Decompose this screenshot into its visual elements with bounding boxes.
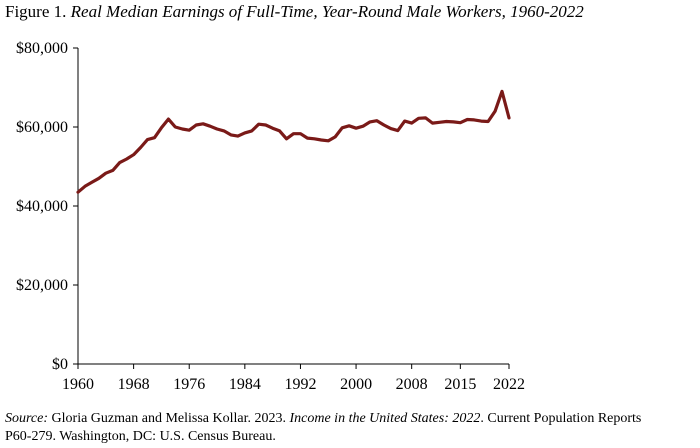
- y-tick-label: $80,000: [16, 40, 68, 57]
- x-tick-label: 1992: [284, 376, 316, 393]
- data-series: [76, 89, 511, 194]
- x-tick-label: 2008: [396, 376, 428, 393]
- x-tick-label: 1984: [229, 376, 261, 393]
- x-axis-ticks: 1960 1968 1976 1984 1992 2000 2008 2015 2022: [62, 364, 525, 393]
- earnings-series-line: [76, 89, 511, 194]
- x-tick-label: 2000: [340, 376, 372, 393]
- figure-title: Figure 1. Real Median Earnings of Full-T…: [5, 2, 584, 22]
- source-authors: Gloria Guzman and Melissa Kollar. 2023.: [51, 411, 286, 426]
- x-tick-label: 2015: [444, 376, 476, 393]
- figure-title-text: Real Median Earnings of Full-Time, Year-…: [70, 2, 584, 21]
- x-tick-label: 2022: [493, 376, 525, 393]
- y-tick-label: $20,000: [16, 277, 68, 294]
- y-tick-label: $40,000: [16, 198, 68, 215]
- y-axis-ticks: $0 $20,000 $40,000 $60,000 $80,000: [16, 40, 78, 373]
- y-tick-label: $0: [52, 356, 68, 373]
- source-line2: P60-279. Washington, DC: U.S. Census Bur…: [5, 429, 276, 444]
- chart-axes: [77, 48, 509, 365]
- figure-label: Figure 1.: [5, 2, 67, 21]
- y-tick-label: $60,000: [16, 119, 68, 136]
- source-publication: Income in the United States: 2022: [289, 411, 481, 426]
- x-tick-label: 1976: [173, 376, 205, 393]
- source-note: Source: Gloria Guzman and Melissa Kollar…: [5, 410, 695, 446]
- x-tick-label: 1968: [118, 376, 150, 393]
- source-label: Source:: [5, 411, 49, 426]
- x-tick-label: 1960: [62, 376, 94, 393]
- source-rest: . Current Population Reports: [480, 411, 642, 426]
